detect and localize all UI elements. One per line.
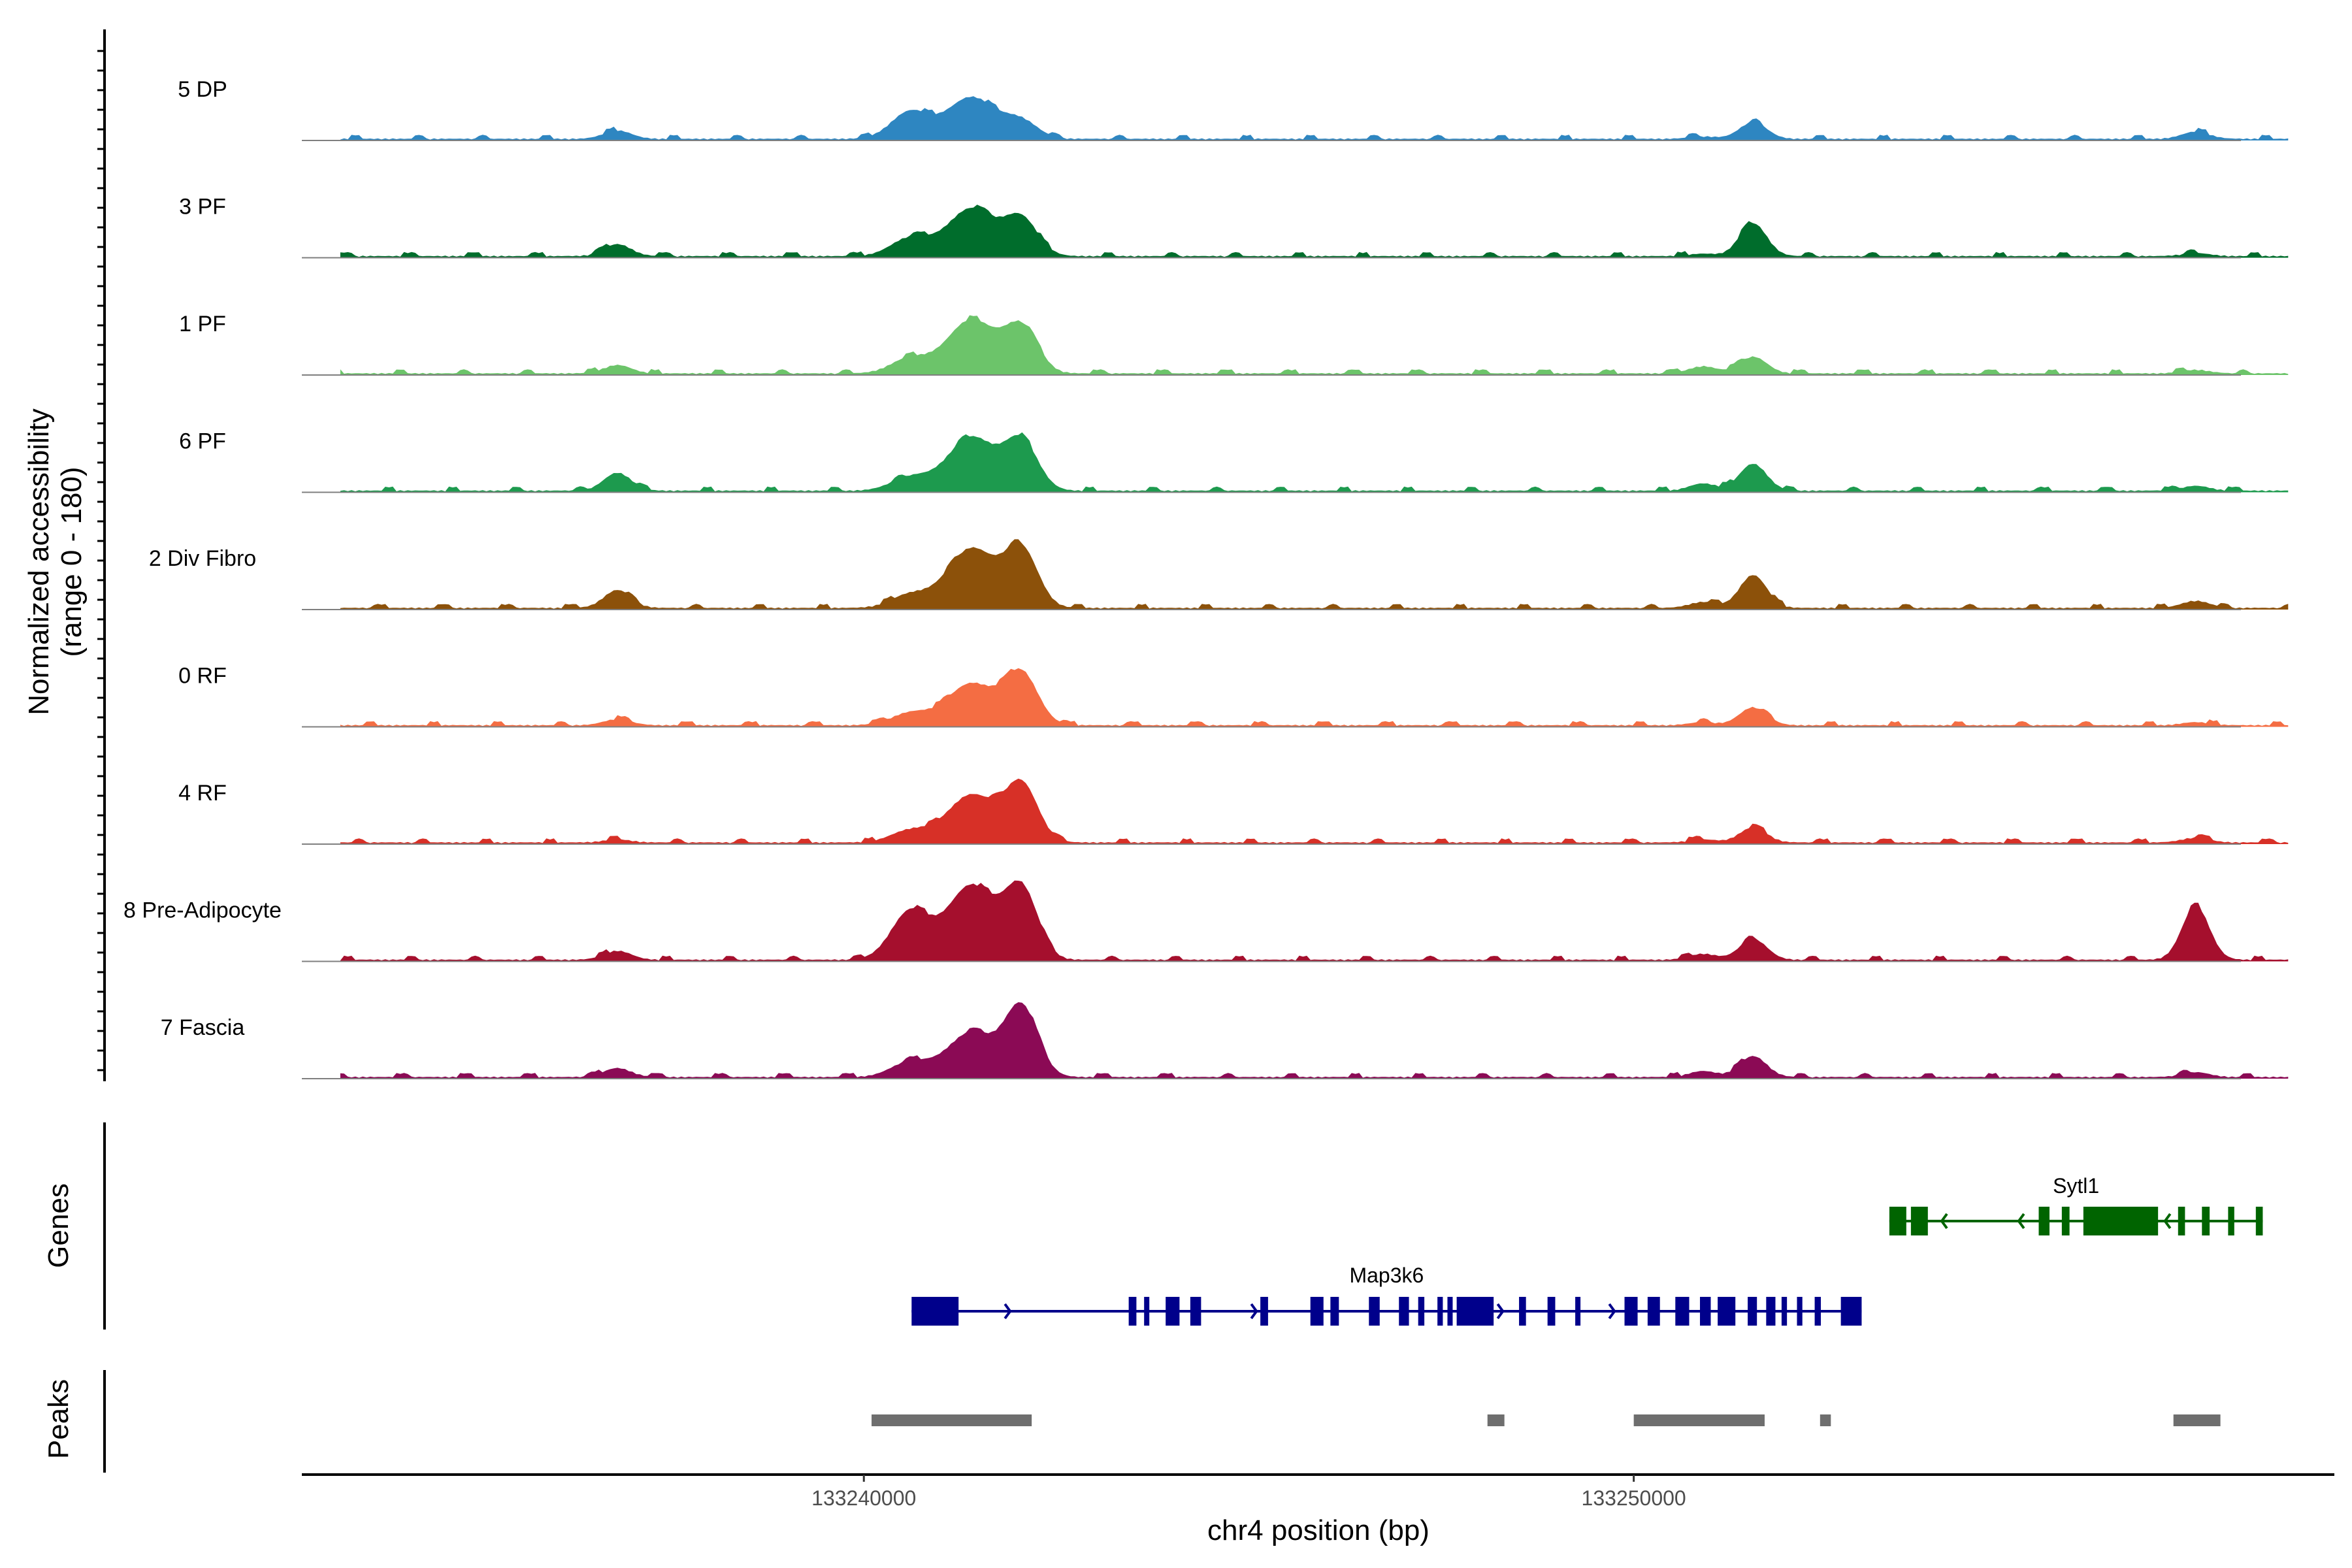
coverage-area <box>340 539 2289 610</box>
gene-exon <box>2083 1207 2159 1235</box>
gene-exon <box>1437 1297 1443 1326</box>
genes-panel-label: Genes <box>42 1183 74 1268</box>
gene-exon <box>1647 1297 1660 1326</box>
coverage-area <box>340 778 2289 844</box>
gene-exon <box>1418 1297 1425 1326</box>
coverage-area <box>340 96 2289 140</box>
gene-exon <box>1748 1297 1757 1326</box>
genes-panel: Map3k6 Sytl1 <box>911 1174 2263 1326</box>
gene-exon <box>1766 1297 1776 1326</box>
track-label: 2 Div Fibro <box>149 546 256 571</box>
track-label: 8 Pre-Adipocyte <box>123 898 282 923</box>
strand-arrow <box>1250 1303 1258 1320</box>
gene-exon <box>1310 1297 1324 1326</box>
strand-arrow <box>2163 1213 2172 1230</box>
x-axis-title: chr4 position (bp) <box>1207 1514 1429 1546</box>
gene-exon <box>1456 1297 1494 1326</box>
gene-exon <box>1718 1297 1736 1326</box>
track-label: 6 PF <box>179 429 226 454</box>
track-3-pf: 3 PF <box>179 195 2289 259</box>
gene-exon <box>1840 1297 1862 1326</box>
peak-region <box>1820 1414 1831 1426</box>
coverage-area <box>340 315 2289 375</box>
peak-region <box>1633 1414 1765 1426</box>
y-axis-title-line2: (range 0 - 180) <box>56 466 88 657</box>
gene-exon <box>1260 1297 1268 1326</box>
track-4-rf: 4 RF <box>178 778 2289 845</box>
gene-exon <box>1330 1297 1339 1326</box>
track-5-dp: 5 DP <box>178 77 2289 141</box>
x-axis-ticks: 133240000 133250000 <box>811 1475 1686 1510</box>
gene-exon <box>1814 1297 1821 1326</box>
track-2-div-fibro: 2 Div Fibro <box>149 539 2289 610</box>
y-axis-title-line1: Normalized accessibility <box>23 408 55 715</box>
gene-exon <box>2061 1207 2070 1235</box>
gene-exon <box>1547 1297 1556 1326</box>
track-0-rf: 0 RF <box>178 664 2289 728</box>
track-label: 7 Fascia <box>161 1015 245 1040</box>
gene-exon <box>1144 1297 1150 1326</box>
gene-exon <box>1675 1297 1690 1326</box>
strand-arrow <box>1608 1303 1616 1320</box>
gene-exon <box>2228 1207 2234 1235</box>
peak-region <box>2173 1414 2221 1426</box>
peak-region <box>1487 1414 1505 1426</box>
gene-exon <box>1624 1297 1638 1326</box>
track-label: 3 PF <box>179 195 226 220</box>
track-label: 4 RF <box>178 781 227 806</box>
strand-arrow <box>1940 1213 1948 1230</box>
peaks-panel-label: Peaks <box>42 1379 74 1459</box>
track-label: 1 PF <box>179 312 226 336</box>
accessibility-y-axis <box>97 29 106 1081</box>
gene-exon <box>1575 1297 1581 1326</box>
track-7-fascia: 7 Fascia <box>161 1002 2289 1079</box>
x-tick-label: 133250000 <box>1582 1486 1686 1510</box>
coverage-area <box>340 1002 2289 1079</box>
gene-exon <box>1889 1207 1906 1235</box>
x-tick-label: 133240000 <box>811 1486 916 1510</box>
track-6-pf: 6 PF <box>179 429 2289 493</box>
gene-exon <box>1166 1297 1180 1326</box>
coverage-area <box>340 432 2289 493</box>
gene-exon <box>1190 1297 1201 1326</box>
gene-exon <box>1128 1297 1137 1326</box>
coverage-area <box>340 880 2289 962</box>
gene-label: Map3k6 <box>1349 1264 1424 1287</box>
gene-exon <box>2255 1207 2263 1235</box>
gene-label: Sytl1 <box>2053 1174 2099 1198</box>
gene-exon <box>2202 1207 2210 1235</box>
peak-region <box>872 1414 1032 1426</box>
gene-exon <box>1399 1297 1409 1326</box>
track-1-pf: 1 PF <box>179 312 2289 376</box>
gene-map3k6: Map3k6 <box>911 1264 1862 1326</box>
gene-exon <box>1910 1207 1928 1235</box>
gene-exon <box>911 1297 959 1326</box>
gene-exon <box>1797 1297 1803 1326</box>
gene-sytl1: Sytl1 <box>1889 1174 2263 1235</box>
gene-exon <box>2178 1207 2185 1235</box>
gene-exon <box>2038 1207 2050 1235</box>
track-label: 5 DP <box>178 77 227 102</box>
gene-exon <box>1781 1297 1788 1326</box>
track-label: 0 RF <box>178 664 227 689</box>
gene-exon <box>1699 1297 1711 1326</box>
gene-exon <box>1447 1297 1453 1326</box>
coverage-tracks: 5 DP 3 PF 1 PF 6 PF 2 Div Fibro 0 RF 4 RF 8 Pre… <box>123 77 2289 1079</box>
peaks-panel <box>872 1414 2221 1426</box>
gene-exon <box>1519 1297 1526 1326</box>
track-8-pre-adipocyte: 8 Pre-Adipocyte <box>123 880 2289 962</box>
coverage-area <box>340 668 2289 727</box>
strand-arrow <box>1496 1303 1505 1320</box>
strand-arrow <box>2017 1213 2025 1230</box>
strand-arrow <box>1004 1303 1012 1320</box>
strand-arrow <box>919 1303 927 1320</box>
coverage-area <box>340 204 2289 258</box>
gene-exon <box>1369 1297 1380 1326</box>
